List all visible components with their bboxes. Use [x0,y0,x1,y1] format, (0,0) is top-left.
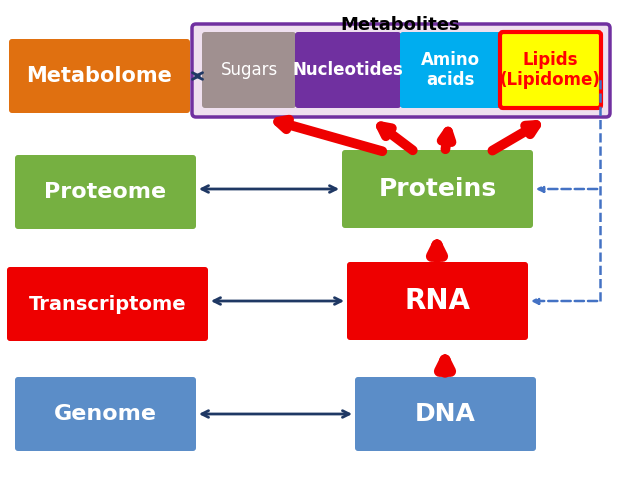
FancyBboxPatch shape [192,24,610,117]
Text: Amino
acids: Amino acids [421,50,480,89]
FancyBboxPatch shape [355,377,536,451]
Text: Sugars: Sugars [220,61,278,79]
FancyBboxPatch shape [347,262,528,340]
FancyBboxPatch shape [202,32,296,108]
Text: Transcriptome: Transcriptome [29,295,186,313]
Text: Proteome: Proteome [44,182,166,202]
Text: Genome: Genome [54,404,157,424]
FancyBboxPatch shape [9,39,190,113]
FancyBboxPatch shape [342,150,533,228]
Text: Metabolites: Metabolites [340,16,460,34]
FancyBboxPatch shape [400,32,501,108]
FancyBboxPatch shape [295,32,401,108]
Text: DNA: DNA [415,402,476,426]
Text: Proteins: Proteins [378,177,497,201]
FancyBboxPatch shape [7,267,208,341]
FancyBboxPatch shape [15,155,196,229]
Text: Metabolome: Metabolome [27,66,172,86]
Text: Nucleotides: Nucleotides [292,61,403,79]
FancyBboxPatch shape [15,377,196,451]
Text: Lipids
(Lipidome): Lipids (Lipidome) [500,50,601,89]
FancyBboxPatch shape [500,32,601,108]
Text: RNA: RNA [404,287,470,315]
